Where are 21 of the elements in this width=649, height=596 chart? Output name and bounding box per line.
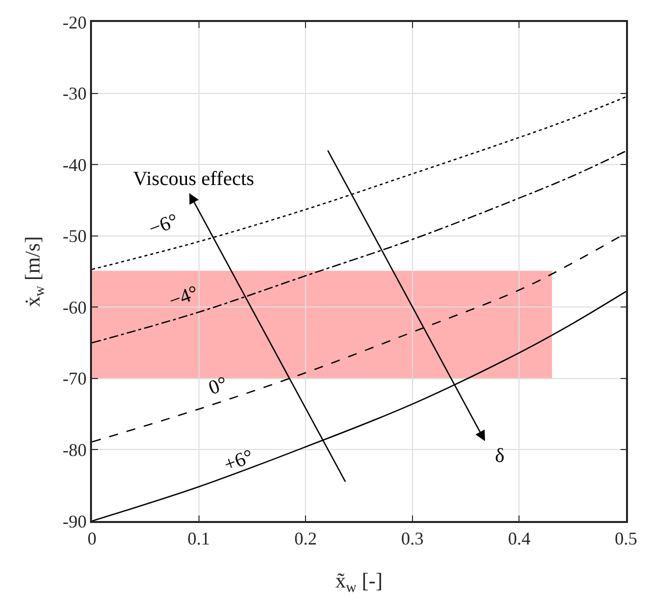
y-tick-label: -90: [62, 511, 87, 532]
x-axis-title: x̃$_{w}$ [-]: [335, 568, 383, 596]
y-tick-label: -30: [62, 84, 87, 104]
y-tick-label: -20: [62, 12, 87, 32]
y-tick-label: -50: [62, 226, 87, 246]
x-tick-label: 0.4: [508, 528, 530, 548]
y-tick-label: -40: [62, 154, 87, 175]
x-tick-label: 0.2: [294, 528, 317, 548]
x-tick-label: 0.5: [614, 528, 638, 548]
x-tick-label: 0.1: [188, 528, 210, 548]
annotation: δ: [495, 445, 504, 467]
y-tick-label: -60: [62, 297, 87, 318]
y-tick-label: -70: [62, 368, 87, 389]
annotation: 0°: [206, 372, 230, 400]
annotation: −6°: [146, 210, 182, 240]
x-tick-label: 0: [88, 528, 96, 548]
annotation: +6°: [221, 446, 256, 476]
y-tick-label: -80: [62, 440, 87, 460]
annotation: Viscous effects: [133, 168, 254, 190]
annotation: −4°: [166, 282, 202, 312]
x-tick-label: 0.3: [401, 528, 424, 548]
